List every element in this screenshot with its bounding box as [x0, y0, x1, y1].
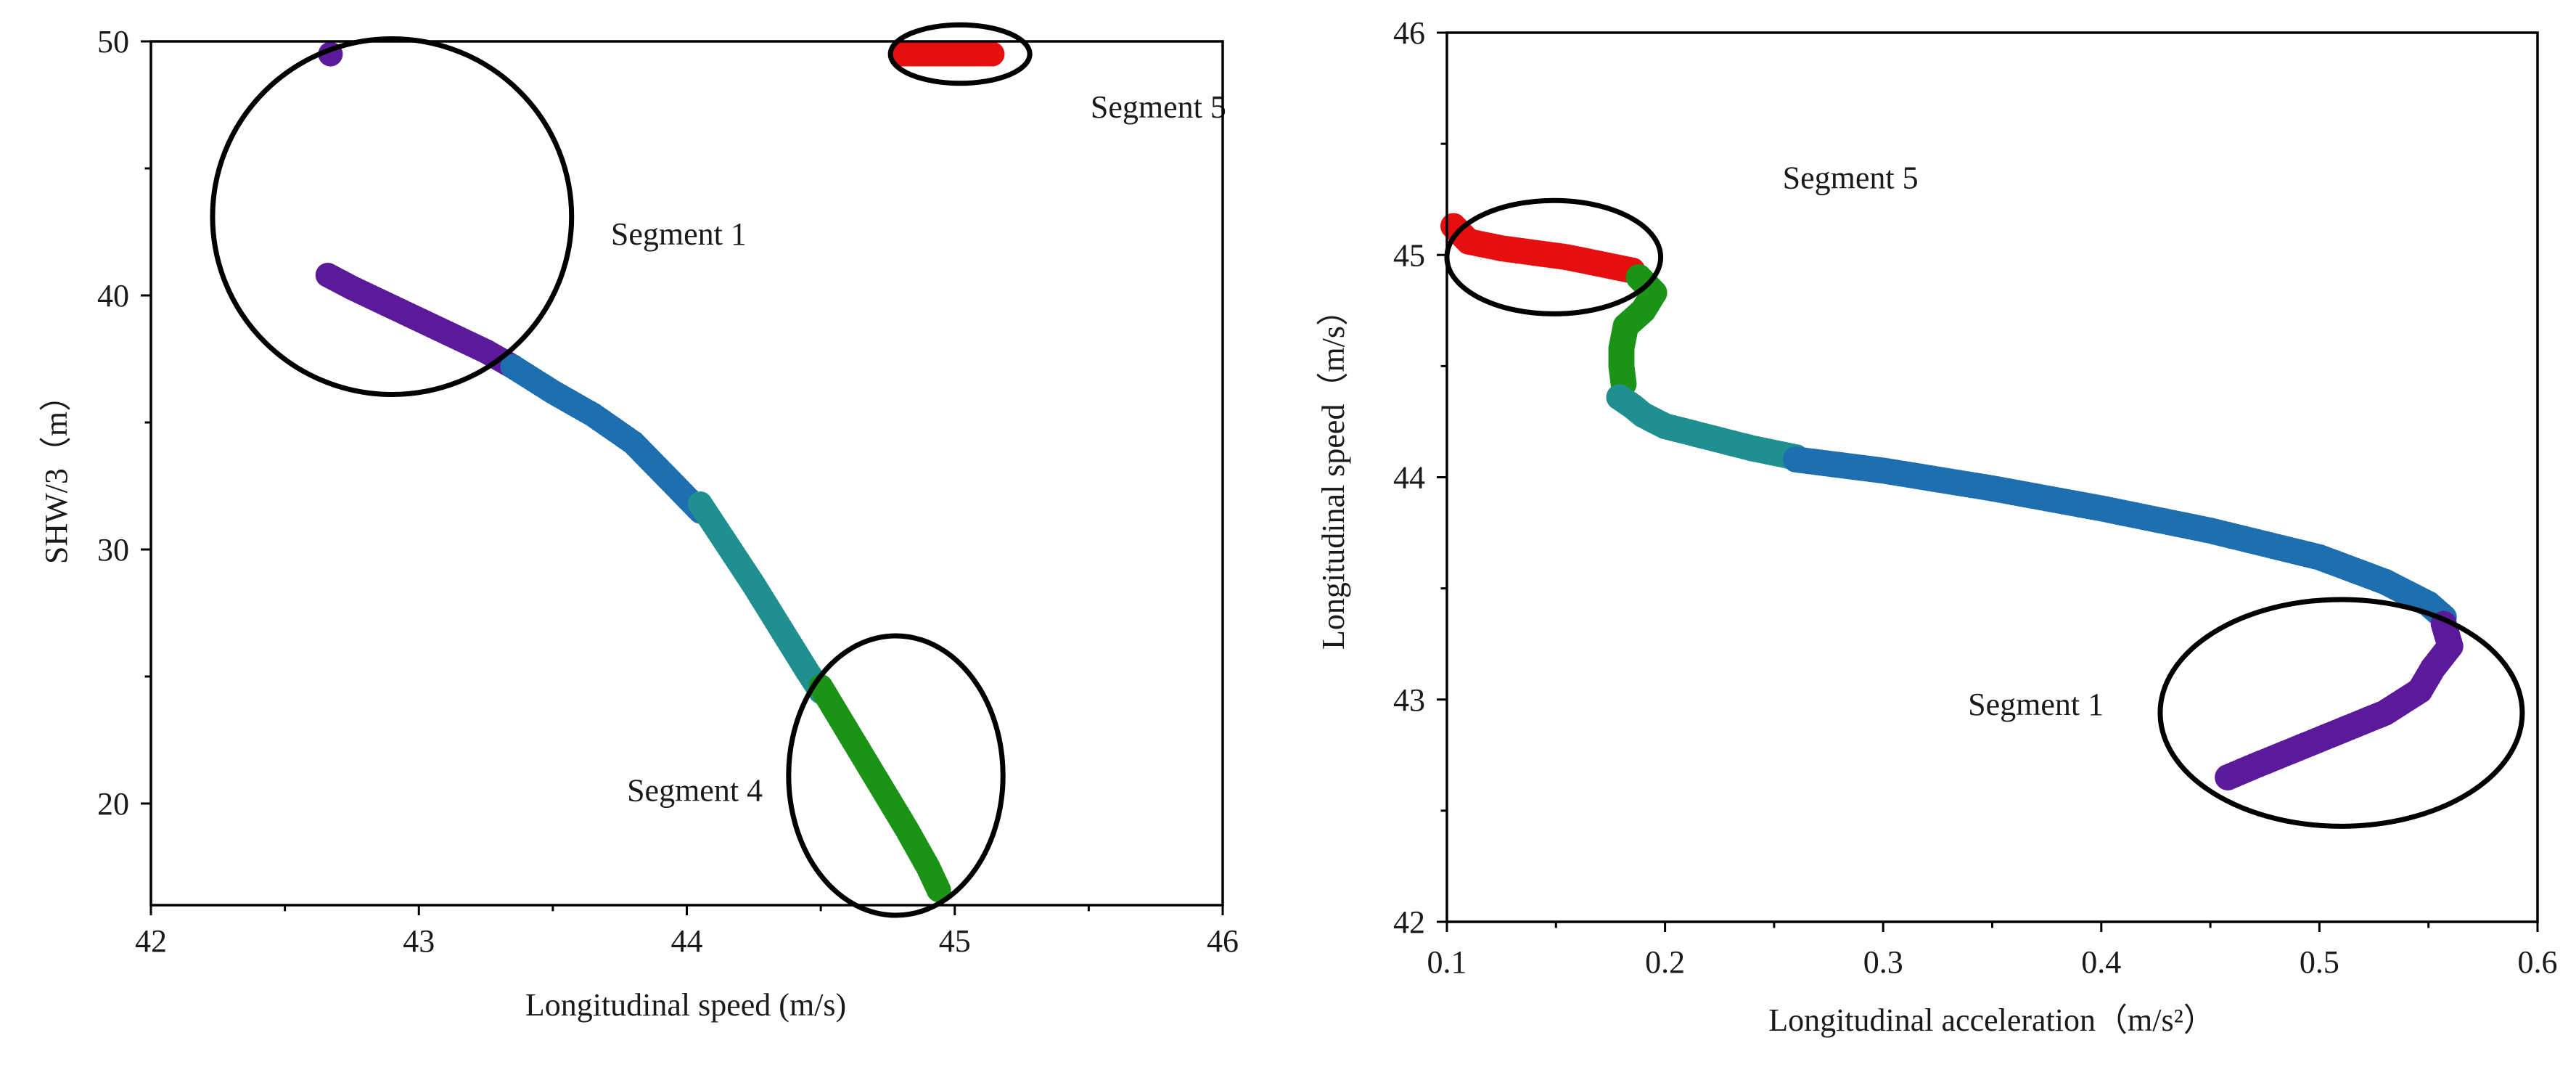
annotation-label: Segment 1 — [1968, 687, 2104, 722]
right-y-axis-label: Longitudinal speed（m/s） — [1316, 294, 1351, 650]
x-tick-label: 0.4 — [2081, 944, 2121, 980]
y-tick-label: 46 — [1393, 15, 1425, 51]
y-tick-label: 50 — [97, 24, 129, 60]
annotation-label: Segment 4 — [627, 773, 763, 809]
series-segment-5 — [1440, 213, 1646, 284]
series-segment-5 — [888, 41, 1005, 67]
series-segment-4 — [1608, 263, 1668, 397]
left-plot-marks: Segment 1 Segment 4 Segment 5 — [210, 22, 1226, 918]
series-segment-2 — [1782, 446, 2457, 631]
series-segment-2 — [500, 354, 713, 524]
left-axis-ticks: 42 43 44 45 46 20 30 40 50 — [97, 24, 1239, 959]
right-plot-marks: Segment 5 Segment 1 — [1440, 160, 2525, 829]
x-tick-label: 0.3 — [1863, 944, 1903, 980]
series-segment-4 — [808, 674, 951, 902]
right-x-axis-label: Longitudinal acceleration（m/s²） — [1768, 1002, 2215, 1038]
annotation-ellipse — [887, 22, 1033, 86]
x-tick-label: 0.1 — [1427, 944, 1467, 980]
y-tick-label: 45 — [1393, 237, 1425, 273]
y-tick-label: 44 — [1393, 460, 1425, 496]
x-tick-label: 46 — [1207, 923, 1239, 959]
series-segment-3 — [1606, 384, 1809, 470]
right-chart-panel: Segment 5 Segment 1 0.1 0.2 0.3 0.4 0.5 0.6 42 4… — [1316, 15, 2558, 1038]
series-segment-1 — [2215, 610, 2464, 790]
x-tick-label: 0.2 — [1645, 944, 1685, 980]
x-tick-label: 44 — [671, 923, 703, 959]
x-tick-label: 43 — [403, 923, 435, 959]
x-tick-label: 0.6 — [2518, 944, 2558, 980]
y-tick-label: 30 — [97, 532, 129, 568]
annotation-ellipse — [2157, 597, 2525, 829]
annotation-ellipse — [210, 36, 575, 397]
data-point — [926, 878, 951, 902]
annotation-label: Segment 1 — [611, 216, 747, 252]
series-segment-3 — [687, 491, 834, 704]
y-tick-label: 42 — [1393, 904, 1425, 940]
x-tick-label: 0.5 — [2300, 944, 2339, 980]
right-axis-ticks: 0.1 0.2 0.3 0.4 0.5 0.6 42 43 44 45 46 — [1393, 15, 2558, 980]
left-chart-panel: Segment 1 Segment 4 Segment 5 42 43 44 45 46 20… — [38, 22, 1239, 1023]
annotation-ellipse — [786, 633, 1006, 918]
y-tick-label: 43 — [1393, 682, 1425, 718]
annotation-label: Segment 5 — [1091, 89, 1226, 125]
data-point — [2215, 764, 2241, 790]
annotation-label: Segment 5 — [1783, 160, 1919, 195]
series-segment-1 — [315, 41, 525, 379]
x-tick-label: 42 — [135, 923, 167, 959]
y-tick-label: 20 — [97, 786, 129, 822]
y-tick-label: 40 — [97, 278, 129, 314]
left-y-axis-label: SHW/3（m） — [38, 380, 74, 564]
x-tick-label: 45 — [939, 923, 971, 959]
left-x-axis-label: Longitudinal speed (m/s) — [525, 987, 846, 1023]
data-point — [980, 41, 1005, 67]
